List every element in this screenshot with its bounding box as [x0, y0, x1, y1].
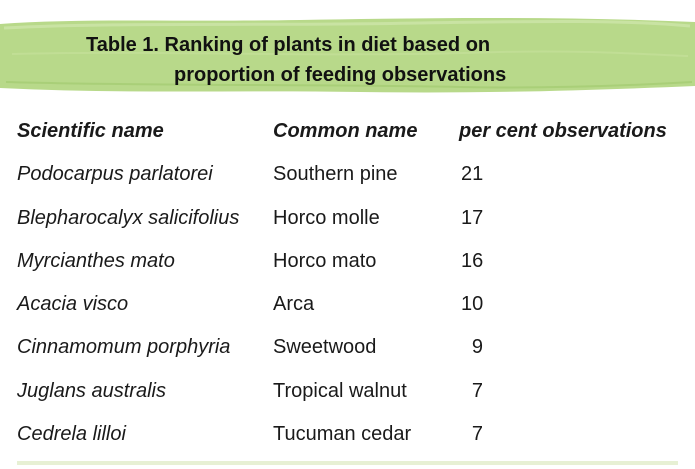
cell-per-cent: 9: [471, 336, 483, 359]
cell-common-name: Southern pine: [273, 163, 398, 186]
table-row: Cinnamomum porphyria Sweetwood 9: [0, 326, 695, 369]
cell-common-name: Sweetwood: [273, 336, 377, 359]
cell-scientific-name: Acacia visco: [17, 293, 129, 316]
plants-table: Scientific name Common name per cent obs…: [0, 110, 695, 456]
table-row: Podocarpus parlatorei Southern pine 21: [0, 153, 695, 196]
cell-scientific-name: Myrcianthes mato: [17, 249, 175, 272]
cell-scientific-name: Cinnamomum porphyria: [17, 336, 231, 359]
cell-per-cent: 10: [461, 293, 484, 316]
cell-per-cent: 16: [461, 249, 484, 272]
header-scientific-name: Scientific name: [17, 120, 164, 142]
cell-per-cent: 7: [471, 379, 483, 402]
cell-scientific-name: Podocarpus parlatorei: [17, 163, 213, 186]
cell-common-name: Horco mato: [273, 249, 377, 272]
table-row: Acacia visco Arca 10: [0, 283, 695, 326]
title-banner: [0, 14, 695, 96]
table-row: Blepharocalyx salicifolius Horco molle 1…: [0, 197, 695, 240]
cell-per-cent: 17: [461, 206, 484, 229]
cell-per-cent: 21: [461, 163, 484, 186]
table-row: Cedrela lilloi Tucuman cedar 7: [0, 413, 695, 456]
cell-common-name: Tucuman cedar: [273, 423, 412, 446]
table-title-line-2: proportion of feeding observations: [174, 64, 507, 86]
table-title-line-1: Table 1. Ranking of plants in diet based…: [86, 34, 491, 56]
table-title: Table 1. Ranking of plants in diet based…: [0, 30, 695, 90]
header-per-cent-observations: per cent observations: [459, 120, 667, 142]
cell-scientific-name: Juglans australis: [17, 379, 166, 402]
cell-scientific-name: Blepharocalyx salicifolius: [17, 206, 240, 229]
table-row: Juglans australis Tropical walnut 7: [0, 370, 695, 413]
cell-common-name: Arca: [273, 293, 315, 316]
table-row: Myrcianthes mato Horco mato 16: [0, 240, 695, 283]
cell-per-cent: 7: [471, 423, 483, 446]
header-common-name: Common name: [273, 120, 418, 142]
table-header-row: Scientific name Common name per cent obs…: [0, 110, 695, 153]
cell-common-name: Tropical walnut: [273, 379, 407, 402]
brush-stroke-background: [0, 18, 695, 93]
cell-scientific-name: Cedrela lilloi: [17, 423, 126, 446]
bottom-divider: [17, 461, 678, 465]
cell-common-name: Horco molle: [273, 206, 380, 229]
